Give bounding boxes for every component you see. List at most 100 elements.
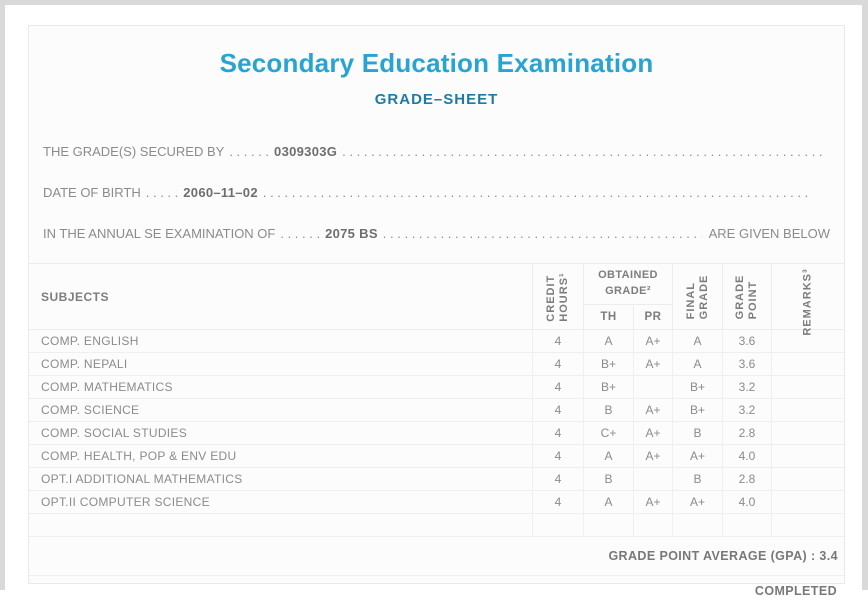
remarks-cell bbox=[771, 376, 844, 398]
final-grade-line2: GRADE bbox=[697, 274, 710, 319]
info-label: THE GRADE(S) SECURED BY bbox=[43, 144, 225, 159]
credit-hours-cell: 4 bbox=[532, 399, 583, 421]
candidate-info: THE GRADE(S) SECURED BY . . . . . . 0309… bbox=[43, 142, 830, 243]
final-grade-cell: A+ bbox=[672, 491, 722, 513]
credit-hours-cell: 4 bbox=[532, 376, 583, 398]
th-grade-cell: A bbox=[583, 445, 633, 467]
grade-point-cell: 3.2 bbox=[722, 376, 771, 398]
gpa-summary: GRADE POINT AVERAGE (GPA) : 3.4 bbox=[29, 537, 844, 576]
window-frame-top bbox=[0, 0, 868, 5]
final-grade-cell: B+ bbox=[672, 399, 722, 421]
date-of-birth-value: 2060–11–02 bbox=[183, 185, 258, 200]
credit-hours-line2: HOURS¹ bbox=[558, 271, 570, 322]
info-label: DATE OF BIRTH bbox=[43, 185, 141, 200]
remarks-cell bbox=[771, 399, 844, 421]
header-remarks: REMARKS³ bbox=[771, 264, 844, 335]
info-label: IN THE ANNUAL SE EXAMINATION OF bbox=[43, 226, 276, 241]
subject-cell: OPT.II COMPUTER SCIENCE bbox=[41, 495, 210, 509]
remarks-cell bbox=[771, 445, 844, 467]
candidate-symbol-number: 0309303G bbox=[274, 144, 338, 159]
pr-grade-cell bbox=[633, 514, 672, 536]
table-row: COMP. NEPALI 4 B+ A+ A 3.6 bbox=[29, 353, 844, 376]
table-row: COMP. SOCIAL STUDIES 4 C+ A+ B 2.8 bbox=[29, 422, 844, 445]
th-grade-cell: B+ bbox=[583, 376, 633, 398]
header-grade-point: GRADE POINT bbox=[722, 264, 771, 329]
remarks-cell bbox=[771, 491, 844, 513]
table-body: COMP. ENGLISH 4 A A+ A 3.6 COMP. NEPALI … bbox=[29, 330, 844, 537]
grade-point-cell: 3.6 bbox=[722, 353, 771, 375]
grade-point-cell: 3.6 bbox=[722, 330, 771, 352]
th-grade-cell bbox=[583, 514, 633, 536]
credit-hours-cell bbox=[532, 514, 583, 536]
info-suffix: ARE GIVEN BELOW bbox=[708, 226, 830, 241]
credit-hours-cell: 4 bbox=[532, 445, 583, 467]
subject-cell bbox=[29, 514, 532, 536]
grade-point-line1: GRADE bbox=[733, 274, 746, 319]
grade-point-rotated-label: GRADE POINT bbox=[734, 274, 760, 319]
pr-grade-cell: A+ bbox=[633, 422, 672, 444]
grade-point-cell: 3.2 bbox=[722, 399, 771, 421]
remarks-cell bbox=[771, 514, 844, 536]
leader-dots: . . . . . . bbox=[280, 226, 321, 241]
pr-grade-cell bbox=[633, 468, 672, 490]
final-grade-cell: B+ bbox=[672, 376, 722, 398]
page-title: Secondary Education Examination bbox=[219, 48, 654, 78]
th-grade-cell: B+ bbox=[583, 353, 633, 375]
pr-grade-cell: A+ bbox=[633, 491, 672, 513]
table-row: OPT.I ADDITIONAL MATHEMATICS 4 B B 2.8 bbox=[29, 468, 844, 491]
table-row: OPT.II COMPUTER SCIENCE 4 A A+ A+ 4.0 bbox=[29, 491, 844, 514]
grade-point-line2: POINT bbox=[747, 280, 759, 319]
window-frame-left bbox=[0, 0, 5, 590]
final-grade-cell bbox=[672, 514, 722, 536]
grade-sheet-card: Secondary Education Examination GRADE–SH… bbox=[28, 25, 845, 598]
pr-grade-cell bbox=[633, 376, 672, 398]
remarks-rotated-label: REMARKS³ bbox=[801, 268, 814, 335]
th-grade-cell: A bbox=[583, 330, 633, 352]
credit-hours-cell: 4 bbox=[532, 422, 583, 444]
subject-cell: OPT.I ADDITIONAL MATHEMATICS bbox=[41, 472, 243, 486]
final-grade-cell: A bbox=[672, 353, 722, 375]
pr-grade-cell: A+ bbox=[633, 399, 672, 421]
table-row bbox=[29, 514, 844, 537]
subject-cell: COMP. ENGLISH bbox=[41, 334, 139, 348]
grade-point-cell bbox=[722, 514, 771, 536]
final-grade-line1: FINAL bbox=[684, 281, 697, 319]
leader-dots-fill: . . . . . . . . . . . . . . . . . . . . … bbox=[382, 226, 702, 241]
header-obtained-grade: OBTAINED GRADE² TH PR bbox=[583, 264, 672, 329]
table-row: COMP. HEALTH, POP & ENV EDU 4 A A+ A+ 4.… bbox=[29, 445, 844, 468]
th-grade-cell: A bbox=[583, 491, 633, 513]
header-credit-hours: CREDIT HOURS¹ bbox=[532, 264, 583, 329]
pr-grade-cell: A+ bbox=[633, 445, 672, 467]
header-th: TH bbox=[600, 311, 617, 323]
th-grade-cell: B bbox=[583, 468, 633, 490]
credit-hours-cell: 4 bbox=[532, 353, 583, 375]
remarks-cell bbox=[771, 353, 844, 375]
final-grade-cell: B bbox=[672, 468, 722, 490]
info-line-date-of-birth: DATE OF BIRTH . . . . . 2060–11–02 . . .… bbox=[43, 183, 830, 202]
obtained-grade-label: OBTAINED GRADE² bbox=[598, 269, 658, 297]
grades-table: SUBJECTS CREDIT HOURS¹ OBTAINED GRADE² T… bbox=[29, 263, 844, 606]
final-grade-cell: A+ bbox=[672, 445, 722, 467]
examination-year-value: 2075 BS bbox=[325, 226, 378, 241]
subject-cell: COMP. SOCIAL STUDIES bbox=[41, 426, 188, 440]
subject-cell: COMP. NEPALI bbox=[41, 357, 128, 371]
remarks-line1: REMARKS³ bbox=[801, 267, 814, 336]
subject-cell: COMP. MATHEMATICS bbox=[41, 380, 173, 394]
header-subjects: SUBJECTS bbox=[41, 289, 110, 304]
credit-hours-cell: 4 bbox=[532, 491, 583, 513]
th-grade-cell: C+ bbox=[583, 422, 633, 444]
table-header-row: SUBJECTS CREDIT HOURS¹ OBTAINED GRADE² T… bbox=[29, 264, 844, 335]
pr-grade-cell: A+ bbox=[633, 353, 672, 375]
info-line-examination-year: IN THE ANNUAL SE EXAMINATION OF . . . . … bbox=[43, 224, 830, 243]
final-grade-cell: A bbox=[672, 330, 722, 352]
final-grade-rotated-label: FINAL GRADE bbox=[684, 274, 710, 319]
header-pr: PR bbox=[633, 305, 672, 329]
pr-grade-cell: A+ bbox=[633, 330, 672, 352]
header-final-grade: FINAL GRADE bbox=[672, 264, 722, 329]
leader-dots: . . . . . bbox=[145, 185, 179, 200]
remarks-cell bbox=[771, 468, 844, 490]
table-row: COMP. MATHEMATICS 4 B+ B+ 3.2 bbox=[29, 376, 844, 399]
grade-point-cell: 4.0 bbox=[722, 491, 771, 513]
grade-point-cell: 4.0 bbox=[722, 445, 771, 467]
page-subtitle: GRADE–SHEET bbox=[374, 91, 499, 108]
